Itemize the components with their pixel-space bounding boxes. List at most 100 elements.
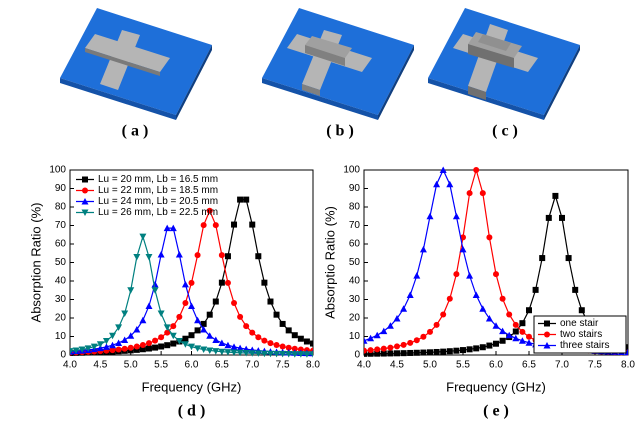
marker <box>413 337 420 344</box>
marker <box>309 351 313 358</box>
marker <box>493 271 499 278</box>
marker <box>466 190 473 197</box>
marker <box>505 331 513 339</box>
marker <box>260 350 268 358</box>
marker <box>486 234 493 241</box>
marker <box>400 305 408 312</box>
marker <box>485 315 493 322</box>
marker <box>84 345 92 352</box>
marker <box>400 350 407 357</box>
marker <box>96 344 104 352</box>
marker <box>72 347 80 354</box>
marker <box>236 344 244 352</box>
marker <box>242 350 250 357</box>
marker <box>212 336 220 344</box>
marker <box>526 307 532 314</box>
marker <box>310 340 313 347</box>
marker <box>460 347 466 354</box>
marker <box>200 346 208 354</box>
marker <box>433 321 440 328</box>
marker <box>433 348 440 355</box>
marker <box>139 342 146 349</box>
marker <box>243 196 250 203</box>
marker <box>394 343 400 350</box>
marker <box>224 341 232 349</box>
marker <box>182 300 189 307</box>
marker <box>367 334 375 342</box>
marker <box>279 343 286 350</box>
legend-label: three stairs <box>560 340 609 351</box>
y-tick-label: 30 <box>349 294 361 305</box>
marker <box>261 337 268 344</box>
y-tick-label: 20 <box>55 313 67 324</box>
marker <box>175 251 183 258</box>
marker <box>273 342 280 349</box>
marker <box>393 315 401 322</box>
marker <box>115 339 123 346</box>
marker <box>364 350 367 357</box>
marker <box>419 245 427 253</box>
marker <box>230 349 238 357</box>
marker <box>152 337 159 344</box>
marker <box>387 344 394 351</box>
y-tick-label: 10 <box>349 331 361 342</box>
marker <box>492 322 500 329</box>
marker <box>206 207 213 214</box>
y-tick-label: 0 <box>354 350 360 361</box>
x-tick-label: 5.5 <box>456 360 470 371</box>
marker <box>181 280 189 288</box>
x-tick-label: 5.0 <box>423 360 437 371</box>
marker <box>224 253 231 260</box>
marker <box>380 345 387 352</box>
marker <box>406 291 414 299</box>
y-tick-label: 80 <box>349 202 361 213</box>
y-axis-title: Absorption Ratio (%) <box>28 203 43 323</box>
marker <box>386 322 394 329</box>
legend-marker <box>543 342 551 349</box>
marker <box>133 346 140 353</box>
marker <box>145 302 153 309</box>
marker <box>96 341 104 348</box>
marker <box>170 340 177 347</box>
x-tick-label: 8.0 <box>621 360 635 371</box>
marker <box>254 350 262 357</box>
marker <box>506 311 513 318</box>
marker <box>279 350 287 358</box>
marker <box>139 233 147 241</box>
marker <box>127 332 135 339</box>
marker <box>133 253 141 261</box>
legend-marker <box>81 209 89 216</box>
marker <box>127 344 134 351</box>
marker <box>255 253 262 260</box>
marker <box>446 348 453 355</box>
structure-b <box>262 8 414 120</box>
x-tick-label: 6.0 <box>185 360 199 371</box>
y-tick-label: 30 <box>55 294 67 305</box>
structure-c <box>428 8 580 120</box>
marker <box>231 221 238 228</box>
legend-marker <box>544 331 550 338</box>
marker <box>565 255 572 262</box>
marker <box>367 347 374 354</box>
series-line <box>70 199 313 354</box>
marker <box>446 180 454 188</box>
marker <box>164 342 171 349</box>
marker <box>466 272 474 279</box>
marker <box>394 350 400 357</box>
marker <box>194 345 202 352</box>
marker <box>439 166 447 173</box>
x-axis-title: Frequency (GHz) <box>142 379 242 394</box>
panel-caption: ( e ) <box>483 403 509 420</box>
marker <box>115 324 123 331</box>
marker <box>243 323 250 330</box>
marker <box>512 334 520 342</box>
x-tick-label: 4.5 <box>390 360 404 371</box>
y-tick-label: 10 <box>55 331 67 342</box>
marker <box>285 327 292 334</box>
marker <box>121 336 129 344</box>
marker <box>151 280 159 288</box>
marker <box>109 347 116 354</box>
marker <box>230 343 238 350</box>
y-tick-label: 60 <box>349 239 361 250</box>
